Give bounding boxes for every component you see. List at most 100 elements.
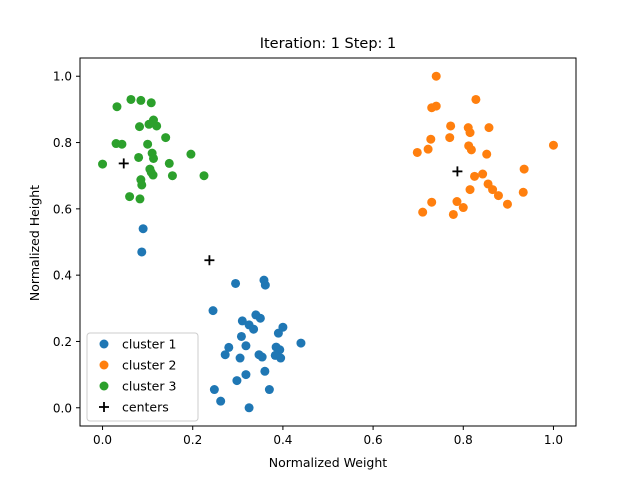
cluster-2-point — [412, 147, 422, 157]
cluster-2-point — [470, 171, 480, 181]
cluster-3-point — [136, 95, 146, 105]
center-point — [452, 166, 463, 177]
y-tick-label: 0.8 — [53, 136, 72, 150]
cluster-2-point — [423, 144, 433, 154]
y-tick-label: 0.6 — [53, 202, 72, 216]
cluster-2-point — [458, 203, 468, 213]
cluster-2-point — [418, 207, 428, 217]
cluster-3-point — [148, 153, 158, 163]
cluster-1-point — [137, 247, 147, 257]
x-tick-label: 0.4 — [273, 433, 292, 447]
cluster-2-point — [482, 149, 492, 159]
cluster-2-point — [431, 71, 441, 81]
cluster-3-point — [137, 180, 147, 190]
cluster-2-point — [519, 164, 529, 174]
plot-frame — [79, 57, 577, 427]
cluster-1-point — [296, 338, 306, 348]
y-tick-label: 0.0 — [53, 401, 72, 415]
cluster-3-point — [135, 194, 145, 204]
cluster-1-point — [208, 306, 218, 316]
cluster-3-point — [144, 119, 154, 129]
cluster-2-point — [466, 145, 476, 155]
x-tick-label: 0.2 — [183, 433, 202, 447]
cluster-3-point — [135, 122, 145, 132]
cluster-1-point — [220, 350, 230, 360]
cluster-1-point — [237, 316, 247, 326]
legend-marker — [99, 402, 109, 412]
x-tick-label: 0.6 — [364, 433, 383, 447]
y-tick-label: 0.4 — [53, 269, 72, 283]
cluster-2-point — [502, 199, 512, 209]
y-axis: 0.0 0.2 0.4 0.6 0.8 1.0 — [53, 70, 80, 415]
cluster-1-point — [224, 342, 234, 352]
cluster-3-point — [186, 149, 196, 159]
cluster-1-point — [260, 280, 270, 290]
legend-item: centers — [99, 400, 169, 415]
legend-item: cluster 2 — [99, 358, 176, 373]
cluster-1-point — [241, 370, 251, 380]
plot-area — [79, 57, 577, 427]
cluster-1-point — [138, 224, 148, 234]
cluster-1-point — [231, 278, 241, 288]
cluster-2-point — [445, 133, 455, 143]
cluster-3-point — [126, 94, 136, 104]
cluster-3-point — [117, 139, 127, 149]
cluster-1-point — [235, 353, 245, 363]
legend-label: centers — [122, 400, 169, 415]
cluster-1-point — [273, 328, 283, 338]
cluster-3-point — [167, 171, 177, 181]
cluster-3-point — [199, 171, 209, 181]
cluster-1-point — [249, 324, 259, 334]
x-axis: 0.0 0.2 0.4 0.6 0.8 1.0 — [93, 426, 563, 447]
y-tick-label: 1.0 — [53, 70, 72, 84]
cluster-3-point — [125, 192, 135, 202]
cluster-1-point — [244, 403, 254, 413]
cluster-1-point — [241, 341, 251, 351]
cluster-2-point — [484, 123, 494, 133]
cluster-2-point — [465, 185, 475, 195]
cluster-1-point — [257, 352, 267, 362]
cluster-3-point — [152, 121, 162, 131]
cluster-2-point — [548, 140, 558, 150]
cluster-1-point — [255, 313, 265, 323]
cluster-2-point — [488, 185, 498, 195]
legend: cluster 1 cluster 2 cluster 3 centers — [86, 332, 199, 422]
legend-item: cluster 1 — [99, 337, 176, 352]
cluster-2-point — [493, 191, 503, 201]
legend-marker — [99, 360, 109, 370]
cluster-2-point — [452, 197, 462, 207]
x-axis-label: Normalized Weight — [269, 455, 388, 470]
legend-label: cluster 2 — [122, 358, 176, 373]
cluster-2-point — [448, 209, 458, 219]
legend-label: cluster 1 — [122, 337, 176, 352]
cluster-2-point — [478, 169, 488, 179]
cluster-3-point — [148, 170, 158, 180]
cluster-2-point — [427, 197, 437, 207]
legend-marker — [99, 339, 109, 349]
y-axis-label: Normalized Height — [27, 185, 42, 301]
cluster-1-point — [216, 396, 226, 406]
cluster-2-point — [471, 94, 481, 104]
center-point — [118, 158, 129, 169]
cluster-3-point — [146, 98, 156, 108]
cluster-2-point — [446, 121, 456, 131]
legend-box — [86, 332, 199, 422]
legend-item: cluster 3 — [99, 379, 176, 394]
cluster-3-point — [98, 159, 108, 169]
cluster-3-point — [143, 139, 153, 149]
cluster-2-point — [427, 103, 437, 113]
cluster-1-point — [260, 366, 270, 376]
cluster-1-point — [236, 331, 246, 341]
chart-title: Iteration: 1 Step: 1 — [260, 36, 397, 52]
cluster-3-point — [161, 133, 171, 143]
cluster-2-point — [465, 128, 475, 138]
cluster-1-point — [209, 385, 219, 395]
cluster-3-point — [134, 152, 144, 162]
legend-label: cluster 3 — [122, 379, 176, 394]
center-point — [204, 255, 215, 266]
cluster-1-point — [276, 353, 286, 363]
x-tick-label: 0.8 — [454, 433, 473, 447]
x-tick-label: 1.0 — [544, 433, 563, 447]
